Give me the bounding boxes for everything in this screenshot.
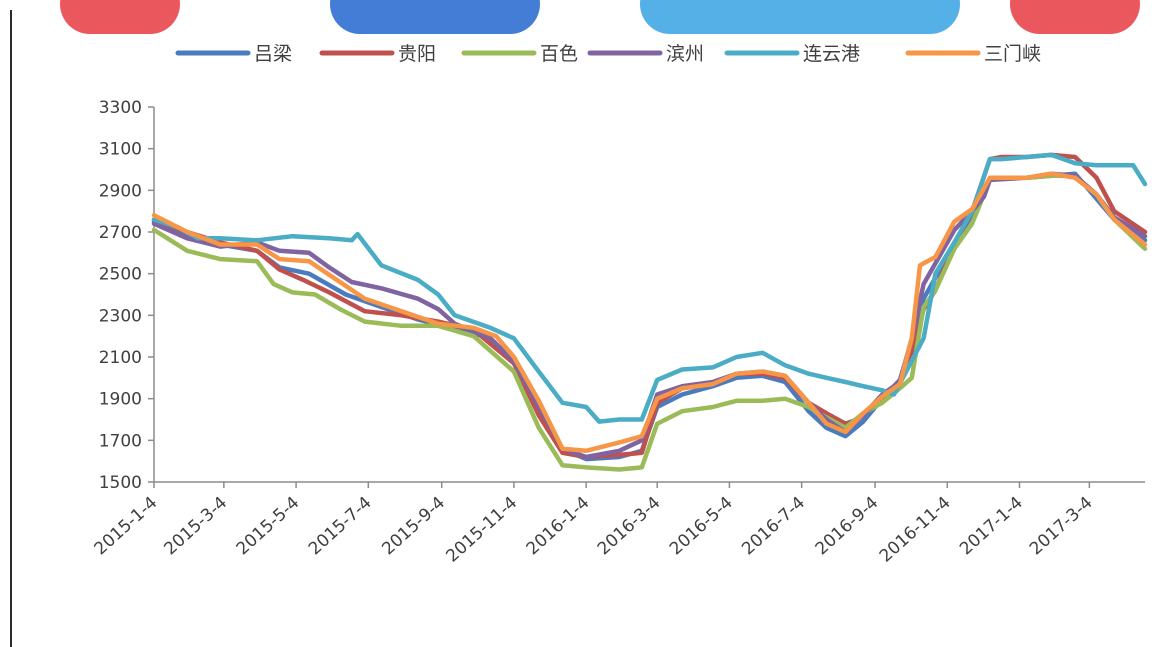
x-tick-label: 2016-5-4 <box>666 493 737 560</box>
y-tick-label: 2900 <box>99 181 142 201</box>
x-tick-label: 2016-11-4 <box>876 493 955 567</box>
x-tick-label: 2016-7-4 <box>738 493 809 560</box>
line-chart: 吕梁 贵阳 百色 滨州 连云港 三门峡 1500 1700 1900 2100 2300 2500 2… <box>91 43 1148 567</box>
y-tick-label: 1700 <box>99 431 142 451</box>
watermark-blob-4 <box>1010 0 1140 34</box>
y-tick-label: 2500 <box>99 265 142 285</box>
y-tick-label: 3300 <box>99 98 142 118</box>
legend-label: 吕梁 <box>254 43 292 65</box>
series-line-6 <box>151 171 1148 454</box>
y-tick-label: 1900 <box>99 390 142 410</box>
series-line-5 <box>151 152 1148 424</box>
x-tick-label: 2015-5-4 <box>233 493 304 560</box>
y-tick-label: 2300 <box>99 306 142 326</box>
x-tick-label: 2015-9-4 <box>378 493 449 560</box>
y-tick-label: 2100 <box>99 348 142 368</box>
legend: 吕梁 贵阳 百色 滨州 连云港 三门峡 <box>175 43 1041 65</box>
series-layer <box>151 152 1148 472</box>
chart-frame: 吕梁 贵阳 百色 滨州 连云港 三门峡 1500 1700 1900 2100 2300 2500 2… <box>10 10 1174 647</box>
x-tick-label: 2017-3-4 <box>1026 493 1097 560</box>
watermark-blob-2 <box>330 0 540 34</box>
y-tick-label: 1500 <box>99 473 142 493</box>
x-tick-label: 2016-3-4 <box>594 493 665 560</box>
x-tick-label: 2017-1-4 <box>956 493 1027 560</box>
y-tick-label: 2700 <box>99 223 142 243</box>
watermark-blob-3 <box>640 0 960 34</box>
legend-label: 贵阳 <box>398 43 436 65</box>
x-tick-label: 2015-1-4 <box>91 493 162 560</box>
x-tick-label: 2016-1-4 <box>523 493 594 560</box>
y-tick-label: 3100 <box>99 140 142 160</box>
x-tick-label: 2015-7-4 <box>305 493 376 560</box>
x-tick-label: 2015-3-4 <box>160 493 231 560</box>
watermark-band <box>0 0 1174 46</box>
legend-label: 三门峡 <box>984 43 1041 65</box>
legend-label: 百色 <box>540 43 578 65</box>
legend-label: 连云港 <box>803 43 860 65</box>
x-tick-label: 2016-9-4 <box>812 493 883 560</box>
legend-label: 滨州 <box>666 43 704 65</box>
watermark-blob-1 <box>60 0 180 34</box>
x-tick-label: 2015-11-4 <box>443 493 522 567</box>
